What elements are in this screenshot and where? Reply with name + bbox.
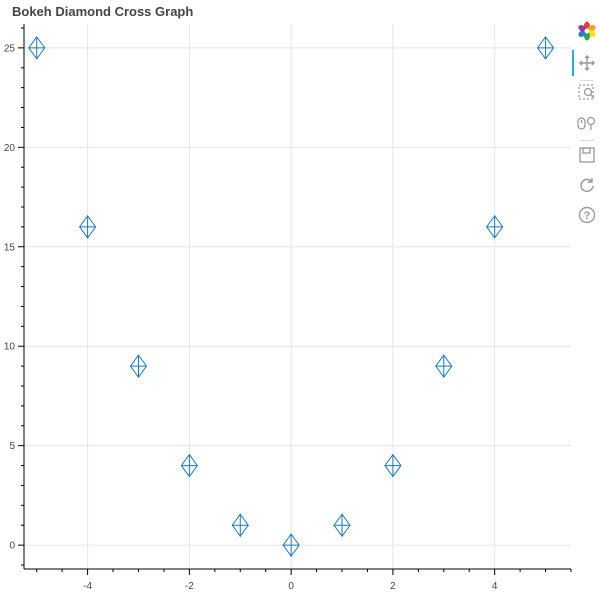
- grid-lines: [24, 24, 571, 569]
- diamond-cross-marker: [384, 453, 402, 478]
- axes: -4 -2 0 2 4 0 5 10 15 20 25: [4, 24, 572, 592]
- y-tick-label: 20: [4, 143, 16, 154]
- help-icon[interactable]: ?: [576, 204, 598, 226]
- diamond-cross-marker: [486, 215, 504, 239]
- y-tick-label: 15: [4, 242, 16, 253]
- diamond-cross-marker: [536, 36, 555, 60]
- y-tick-label: 10: [4, 342, 16, 353]
- x-tick-label: -2: [185, 581, 194, 592]
- x-tick-label: 0: [288, 581, 294, 592]
- toolbar-separator: [580, 140, 594, 141]
- diamond-cross-marker: [333, 513, 351, 538]
- diamond-cross-marker: [129, 354, 148, 378]
- x-tick-label: 4: [492, 581, 498, 592]
- diamond-cross-marker: [231, 513, 249, 538]
- pan-icon[interactable]: [576, 52, 598, 74]
- wheel-zoom-icon[interactable]: [576, 112, 598, 134]
- diamond-cross-marker: [180, 453, 198, 478]
- x-tick-label: 2: [390, 581, 396, 592]
- chart-title: Bokeh Diamond Cross Graph: [12, 4, 193, 19]
- chart-toolbar: ?: [572, 20, 600, 240]
- y-tick-label: 0: [9, 541, 15, 552]
- reset-icon[interactable]: [576, 174, 598, 196]
- diamond-cross-marker: [435, 354, 453, 378]
- y-tick-label: 25: [4, 43, 16, 54]
- bokeh-logo-icon[interactable]: [576, 20, 598, 42]
- diamond-cross-marker: [28, 36, 46, 60]
- y-tick-label: 5: [9, 441, 15, 452]
- box-zoom-icon[interactable]: [576, 82, 598, 104]
- toolbar-separator: [580, 80, 594, 81]
- active-tool-indicator: [572, 50, 574, 76]
- x-tick-label: -4: [83, 581, 92, 592]
- diamond-cross-marker: [78, 215, 97, 239]
- save-icon[interactable]: [576, 144, 598, 166]
- svg-text:?: ?: [584, 210, 591, 222]
- data-series: [28, 36, 555, 557]
- diamond-cross-marker: [282, 533, 300, 557]
